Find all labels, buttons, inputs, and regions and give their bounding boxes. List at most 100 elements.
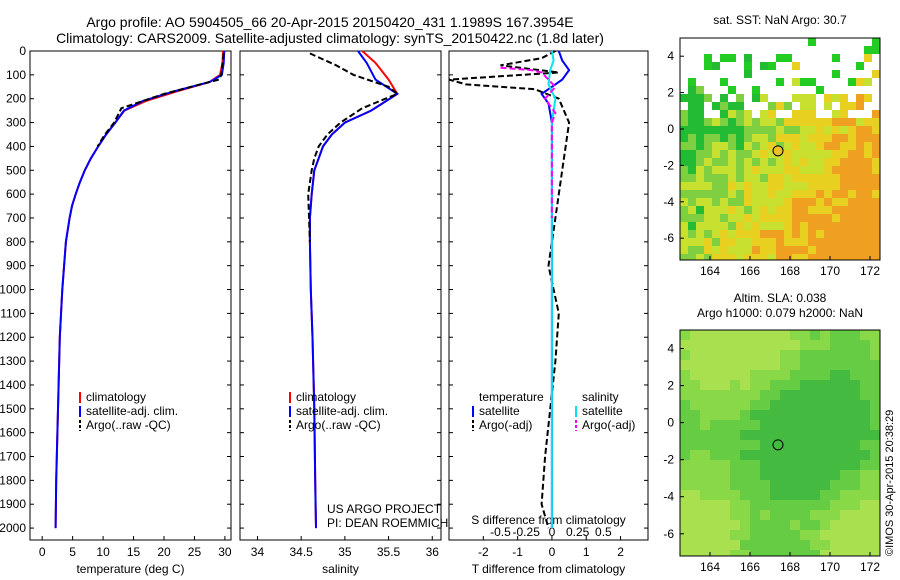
map-cell (760, 222, 768, 230)
map-cell (816, 198, 824, 206)
y-tick-label: 800 (6, 235, 26, 249)
map-cell (800, 380, 810, 390)
map-cell (780, 540, 790, 550)
map-cell (680, 134, 688, 142)
map-cell (710, 550, 720, 556)
map-cell (690, 370, 700, 380)
map-cell (780, 520, 790, 530)
map-cell (720, 174, 728, 182)
map-cell (870, 360, 880, 370)
map-cell (840, 490, 850, 500)
map-cell (830, 550, 840, 556)
map-cell (696, 94, 704, 102)
map-cell (744, 118, 752, 126)
map-cell (848, 246, 856, 254)
map-cell (696, 182, 704, 190)
map-cell (830, 350, 840, 360)
map-cell (850, 460, 860, 470)
map-cell (730, 380, 740, 390)
map-cell (680, 400, 690, 410)
map-cell (848, 134, 856, 142)
map-cell (696, 254, 704, 260)
map-cell (870, 400, 880, 410)
map-cell (744, 70, 752, 78)
map-cell (872, 118, 880, 126)
map-cell (760, 420, 770, 430)
map-cell (700, 350, 710, 360)
map-cell (820, 390, 830, 400)
map-cell (688, 190, 696, 198)
map-cell (864, 158, 872, 166)
legend-entry: Argo(..raw -QC) (86, 418, 171, 432)
map-cell (820, 490, 830, 500)
map-cell (700, 520, 710, 530)
map-cell (800, 510, 810, 520)
x-tick-label: 164 (700, 264, 720, 278)
map-cell (740, 420, 750, 430)
map-cell (750, 500, 760, 510)
map-cell (728, 174, 736, 182)
map-cell (830, 400, 840, 410)
map-cell (710, 420, 720, 430)
map-cell (720, 238, 728, 246)
map-cell (870, 450, 880, 460)
map-cell (696, 102, 704, 110)
y-tick-label: 1600 (0, 426, 26, 440)
map-cell (720, 400, 730, 410)
map-cell (768, 246, 776, 254)
map-cell (870, 480, 880, 490)
map-cell (690, 470, 700, 480)
map-cell (720, 370, 730, 380)
map-cell (768, 222, 776, 230)
map-cell (780, 400, 790, 410)
map-cell (800, 350, 810, 360)
map-cell (750, 330, 760, 340)
map-cell (792, 190, 800, 198)
map-cell (808, 198, 816, 206)
map-cell (744, 142, 752, 150)
map-cell (808, 254, 816, 260)
map-cell (750, 340, 760, 350)
map-cell (710, 470, 720, 480)
map-cell (860, 460, 870, 470)
map-cell (872, 70, 880, 78)
map-cell (750, 520, 760, 530)
map-cell (832, 206, 840, 214)
map-cell (688, 182, 696, 190)
map-cell (840, 230, 848, 238)
map-cell (784, 182, 792, 190)
map-cell (680, 490, 690, 500)
map-cell (808, 126, 816, 134)
y-tick-label: -4 (663, 490, 674, 504)
map-cell (680, 330, 690, 340)
map-cell (704, 222, 712, 230)
map-cell (832, 174, 840, 182)
map-cell (810, 540, 820, 550)
map-cell (700, 500, 710, 510)
map-cell (680, 350, 690, 360)
map-cell (776, 214, 784, 222)
y-tick-label: 0 (667, 416, 674, 430)
map-cell (800, 94, 808, 102)
map-cell (848, 190, 856, 198)
map-cell (770, 460, 780, 470)
map-cell (720, 440, 730, 450)
map-cell (712, 214, 720, 222)
map-cell (696, 214, 704, 222)
map-cell (712, 150, 720, 158)
map-cell (740, 500, 750, 510)
map-cell (810, 430, 820, 440)
y-tick-label: 500 (6, 163, 26, 177)
map-cell (832, 166, 840, 174)
map-cell (792, 158, 800, 166)
map-cell (860, 440, 870, 450)
x-tick-label: 172 (860, 560, 880, 574)
map-cell (808, 38, 816, 46)
map-cell (750, 350, 760, 360)
map-cell (710, 460, 720, 470)
map-cell (848, 230, 856, 238)
x-axis-label: salinity (322, 562, 359, 576)
map-cell (810, 480, 820, 490)
map-cell (872, 206, 880, 214)
map-cell (750, 550, 760, 556)
